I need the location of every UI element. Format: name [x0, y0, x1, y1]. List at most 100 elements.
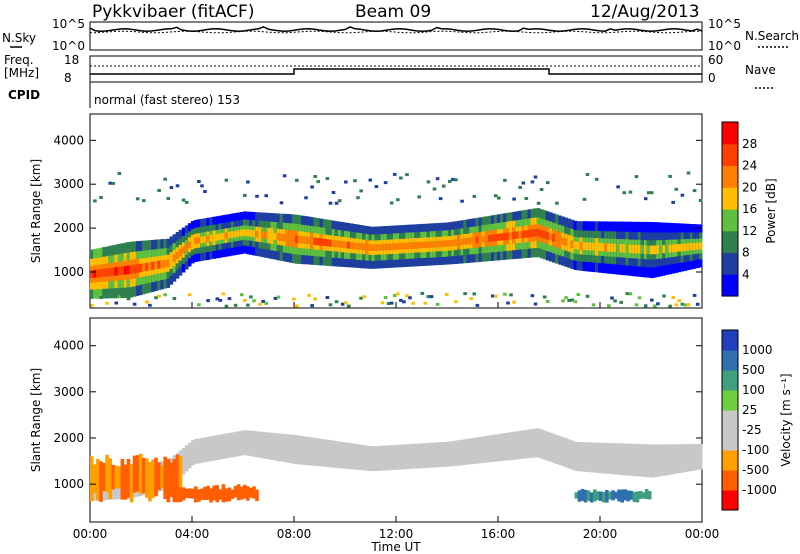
velocity-cell	[683, 444, 688, 473]
power-cell	[328, 201, 333, 205]
power-cell	[249, 229, 253, 237]
power-cell	[292, 297, 296, 301]
velocity-cell	[542, 430, 547, 460]
power-cell	[334, 300, 339, 304]
power-cell	[677, 299, 682, 303]
power-cell	[512, 231, 516, 240]
velocity-cell	[574, 492, 579, 499]
x-axis-ticks: 00:00 04:00 08:00 12:00 16:00 20:00 00:00	[73, 302, 719, 541]
velocity-cell	[200, 437, 204, 463]
velocity-cell	[191, 488, 195, 499]
power-cell	[674, 187, 679, 191]
power-cell	[135, 197, 140, 201]
velocity-cell	[145, 458, 149, 498]
velocity-cell	[646, 444, 651, 478]
x-tick-label: 12:00	[379, 527, 414, 541]
power-colorbar: 4 8 12 16 20 24 28	[721, 121, 757, 297]
power-cell	[371, 244, 376, 252]
velocity-cell	[200, 488, 204, 500]
power-cell	[365, 244, 369, 251]
velocity-cell	[273, 433, 278, 461]
power-panel-frame	[89, 113, 703, 309]
velocity-cell	[619, 443, 623, 475]
velocity-cell	[594, 442, 599, 473]
velocity-cell	[328, 440, 333, 468]
power-cell	[285, 234, 290, 242]
velocity-colorbar-tick: -100	[742, 443, 769, 457]
power-cell	[209, 235, 213, 242]
velocity-cell	[561, 437, 565, 467]
power-cell	[236, 230, 241, 237]
velocity-cell	[426, 442, 431, 468]
power-cell	[493, 234, 498, 242]
velocity-cell	[635, 491, 640, 503]
power-cell	[420, 291, 425, 295]
power-cell	[246, 303, 250, 307]
freq-panel-frame	[89, 55, 703, 83]
velocity-cell	[249, 430, 253, 457]
freq-left-tick-bottom: 8	[64, 71, 72, 85]
power-cell	[337, 199, 342, 203]
power-cell	[613, 243, 617, 252]
velocity-cell	[249, 487, 253, 498]
velocity-cell	[304, 436, 308, 465]
velocity-cell	[533, 428, 538, 458]
power-cell	[441, 240, 446, 248]
power-cell	[527, 229, 532, 238]
power-cell	[178, 249, 183, 257]
power-cell	[656, 245, 660, 254]
power-cell	[120, 266, 125, 275]
power-cell	[683, 303, 688, 307]
power-cell	[466, 237, 470, 245]
power-cell	[392, 243, 397, 250]
power-cell	[472, 292, 477, 296]
power-cell	[331, 239, 336, 247]
date-label: 12/Aug/2013	[590, 2, 700, 22]
power-cell	[383, 181, 388, 185]
power-cell	[334, 240, 339, 248]
power-cell	[570, 240, 574, 249]
power-cell	[163, 259, 167, 268]
power-cell	[200, 184, 204, 188]
power-cell	[132, 264, 137, 274]
power-cell	[542, 295, 547, 299]
velocity-cell	[417, 443, 421, 469]
power-cell	[243, 229, 247, 236]
power-cell	[604, 243, 608, 252]
power-cell	[692, 293, 697, 297]
velocity-colorbar: -1000 -500 -100 -25 25 100 500 1000	[721, 329, 777, 511]
power-cell	[506, 232, 510, 240]
velocity-cell	[203, 486, 207, 500]
velocity-cell	[396, 444, 400, 470]
velocity-y-tick-label: 4000	[53, 339, 84, 353]
velocity-cell	[233, 431, 238, 457]
power-cell	[650, 245, 654, 255]
power-cell	[570, 298, 574, 302]
power-cell	[539, 229, 544, 238]
velocity-cell	[267, 432, 272, 460]
velocity-cell	[389, 445, 394, 470]
velocity-cell	[632, 491, 637, 502]
velocity-cell	[105, 454, 109, 493]
power-cell	[625, 244, 630, 253]
power-y-tick-label: 4000	[53, 133, 84, 147]
power-cell	[594, 242, 599, 251]
power-cell	[154, 296, 158, 300]
velocity-cell	[610, 443, 614, 475]
velocity-cell	[236, 484, 241, 501]
velocity-cell	[108, 458, 112, 499]
power-cell	[650, 298, 654, 302]
power-cell	[567, 299, 571, 302]
velocity-cell	[285, 434, 290, 463]
power-cell	[362, 295, 366, 299]
velocity-cell	[224, 488, 229, 502]
noise-panel-frame	[89, 21, 703, 51]
power-cell	[417, 195, 421, 199]
velocity-colorbar-cell	[722, 470, 738, 491]
velocity-cell	[172, 488, 177, 501]
velocity-cell	[386, 445, 391, 471]
power-cell	[435, 240, 440, 248]
velocity-cell	[592, 489, 597, 502]
power-cell	[500, 233, 504, 241]
velocity-cell	[148, 462, 152, 502]
